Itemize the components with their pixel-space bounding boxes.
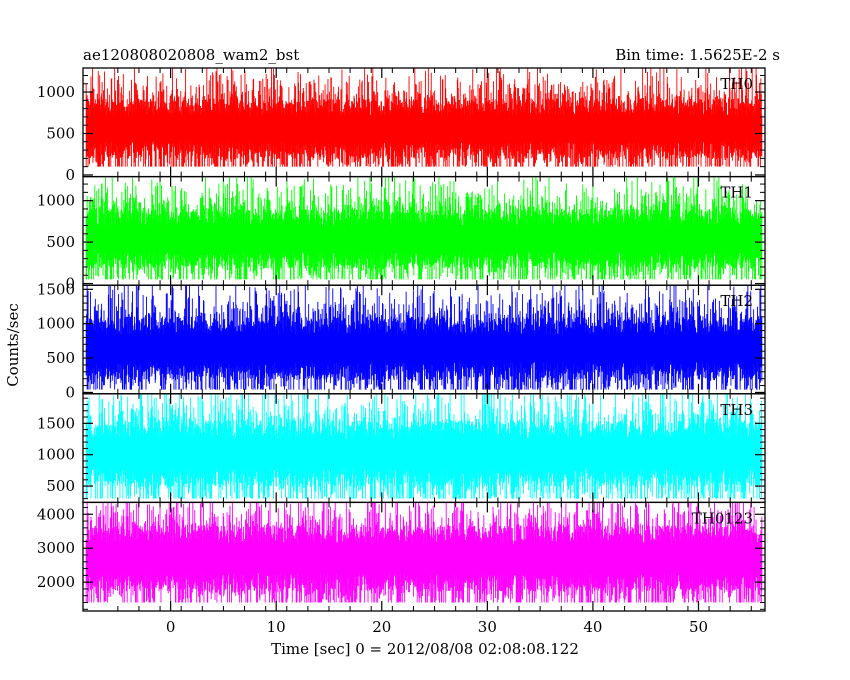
series-label-th2: TH2 [720,292,753,310]
y-tick-label: 500 [46,233,75,251]
panel-frame [82,501,766,612]
series-th3-line [85,393,763,499]
x-tick-label: 40 [583,618,602,636]
y-tick-label: 500 [46,124,75,142]
x-tick-label: 0 [166,618,176,636]
y-tick-label: 3000 [37,539,75,557]
chart-title: ae120808020808_wam2_bst [83,46,299,64]
x-axis-label: Time [sec] 0 = 2012/08/08 02:08:08.122 [271,640,579,658]
series-th2-line [85,285,763,390]
panel-th0: 0 500 1000 TH0 [37,67,766,184]
series-th0-line [85,68,763,167]
series-label-th1: TH1 [720,184,753,202]
y-tick-label: 500 [46,349,75,367]
x-tick-label: 20 [372,618,391,636]
series-label-th0: TH0 [720,75,753,93]
y-tick-label: 1000 [37,83,75,101]
y-tick-label: 1000 [37,192,75,210]
panel-th0123: 2000 3000 4000 TH0123 [37,501,766,612]
y-tick-label: 1000 [37,446,75,464]
series-label-th0123: TH0123 [692,509,753,527]
y-tick-label: 1500 [37,280,75,298]
y-tick-label: 1000 [37,315,75,333]
series-th0123-line [85,502,763,603]
x-tick-label: 10 [267,618,286,636]
panel-th1: 0 500 1000 TH1 [37,175,766,293]
y-tick-label: 2000 [37,573,75,591]
panel-th3: 500 1000 1500 TH3 [37,393,766,504]
y-tick-label: 0 [65,275,75,293]
series-label-th3: TH3 [720,401,753,419]
series-th1-line [85,176,763,280]
y-axis-label: Counts/sec [4,303,22,387]
y-tick-label: 0 [65,166,75,184]
y-tick-label: 4000 [37,505,75,523]
x-tick-label: 30 [478,618,497,636]
y-tick-label: 0 [65,383,75,401]
panel-th2: 0 500 1000 1500 TH2 [37,280,766,401]
x-tick-label: 50 [689,618,708,636]
bin-time-label: Bin time: 1.5625E-2 s [615,46,780,64]
y-tick-label: 1500 [37,414,75,432]
y-tick-label: 500 [46,477,75,495]
